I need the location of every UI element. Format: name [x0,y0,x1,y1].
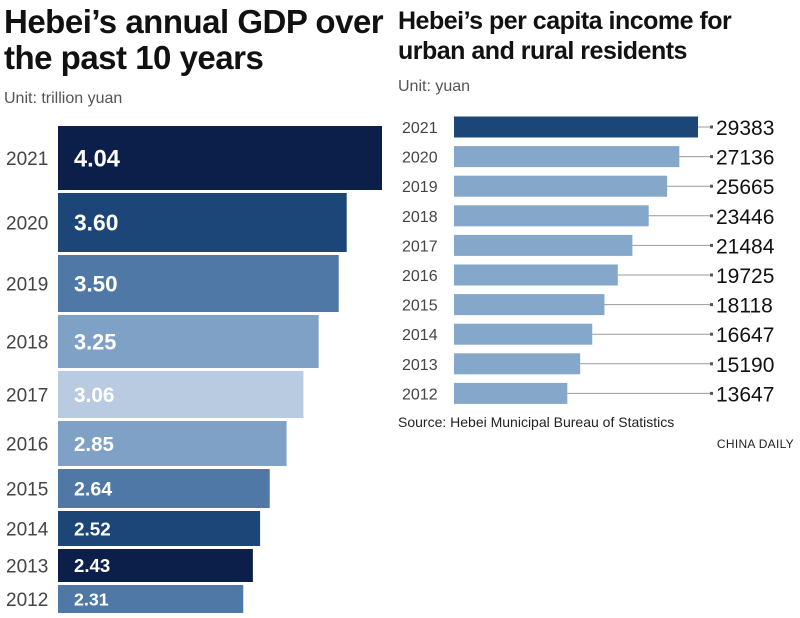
income-bar-2017 [454,234,633,256]
gdp-bar-2020 [58,193,347,252]
income-year-label: 2021 [402,120,438,137]
gdp-year-label: 2019 [6,275,48,296]
income-year-label: 2014 [402,327,438,344]
income-year-label: 2019 [402,179,438,196]
gdp-value-label: 3.06 [74,384,114,407]
income-year-label: 2017 [402,238,438,255]
income-leader-tick [710,332,713,336]
income-value-label: 27136 [716,147,774,170]
gdp-value-label: 2.31 [74,589,109,609]
gdp-year-label: 2012 [6,590,48,611]
publisher-credit: CHINA DAILY [716,437,794,451]
gdp-year-label: 2015 [6,480,48,501]
gdp-bar-2018 [58,315,319,368]
income-bar-2016 [454,264,618,286]
income-bar-2019 [454,175,668,197]
income-bar-2020 [454,146,680,168]
income-value-label: 21484 [716,235,775,258]
gdp-year-label: 2013 [6,557,48,578]
income-leader-tick [710,362,713,366]
gdp-year-label: 2020 [6,214,48,235]
gdp-year-label: 2021 [6,149,48,170]
income-unit-label: Unit: yuan [398,78,471,95]
gdp-bar-2019 [58,255,339,312]
income-bar-2014 [454,323,593,345]
gdp-value-label: 3.60 [74,210,118,236]
income-leader-tick [710,155,713,159]
gdp-bar-2013 [58,549,253,582]
income-value-label: 29383 [716,117,774,140]
gdp-value-label: 3.50 [74,272,118,297]
income-year-label: 2013 [402,357,438,374]
income-leader-tick [710,273,713,277]
income-year-label: 2015 [402,298,438,315]
gdp-year-label: 2016 [6,435,48,456]
gdp-unit-label: Unit: trillion yuan [4,90,123,107]
income-leader-tick [710,391,713,395]
income-leader-tick [710,243,713,247]
income-value-label: 18118 [716,295,773,318]
gdp-bar-2021 [58,126,382,190]
gdp-bar-2017 [58,371,304,418]
income-year-label: 2012 [402,386,438,403]
gdp-chart-title: Hebei’s annual GDP over the past 10 year… [4,3,384,77]
income-bar-2021 [454,116,698,138]
gdp-value-label: 3.25 [74,329,116,354]
gdp-bar-2012 [58,585,244,613]
income-leader-tick [710,125,713,129]
income-leader-tick [710,214,713,218]
income-bar-2013 [454,353,581,375]
income-bar-2018 [454,205,649,227]
income-year-label: 2020 [402,150,438,167]
income-value-label: 13647 [716,383,774,406]
income-bar-2012 [454,382,568,404]
gdp-value-label: 4.04 [74,146,120,172]
income-value-label: 19725 [716,265,774,288]
gdp-year-label: 2017 [6,386,48,407]
income-bar-2015 [454,294,605,316]
income-leader-tick [710,184,713,188]
gdp-year-label: 2018 [6,333,48,354]
source-note: Source: Hebei Municipal Bureau of Statis… [398,414,675,430]
income-value-label: 15190 [716,354,774,377]
income-year-label: 2016 [402,268,438,285]
gdp-value-label: 2.85 [74,433,114,456]
gdp-value-label: 2.43 [74,555,110,576]
income-value-label: 23446 [716,206,774,229]
income-leader-tick [710,303,713,307]
gdp-value-label: 2.64 [74,479,112,501]
gdp-bar-2015 [58,469,270,508]
gdp-bar-2016 [58,421,287,466]
income-chart-title: Hebei’s per capita income for urban and … [398,7,732,65]
income-value-label: 16647 [716,324,774,347]
income-year-label: 2018 [402,209,438,226]
gdp-year-label: 2014 [6,520,49,541]
gdp-bar-2014 [58,511,261,546]
income-value-label: 25665 [716,176,774,199]
gdp-value-label: 2.52 [74,519,111,540]
